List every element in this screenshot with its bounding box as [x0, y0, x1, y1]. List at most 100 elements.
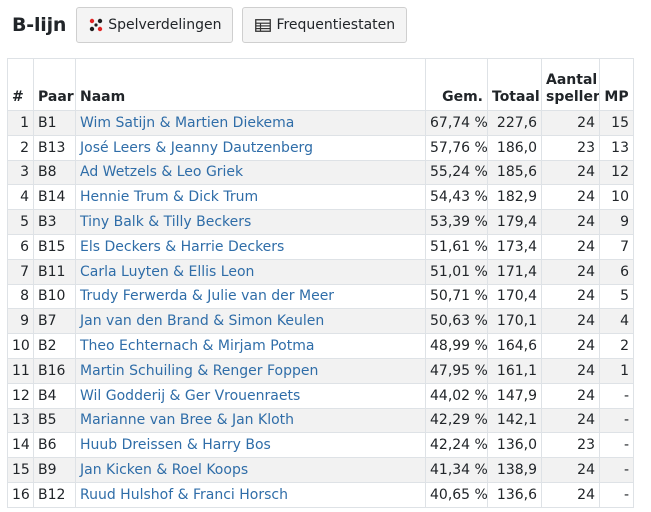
pair-cell: B4 [33, 382, 76, 409]
results-table-container: # Paar Naam Gem. Totaal Aantal spellen M… [7, 58, 634, 508]
mp-cell: 4 [599, 308, 634, 335]
mp-cell: - [599, 432, 634, 459]
pair-name-link[interactable]: Theo Echternach & Mirjam Potma [80, 338, 315, 355]
spelverdelingen-button[interactable]: Spelverdelingen [76, 7, 234, 43]
avg-cell: 51,61 % [425, 233, 488, 260]
total-cell: 136,6 [487, 481, 542, 508]
pair-cell: B3 [33, 209, 76, 235]
pair-name-link[interactable]: Carla Luyten & Ellis Leon [80, 263, 255, 280]
rank-cell: 16 [7, 481, 34, 508]
name-cell: José Leers & Jeanny Dautzenberg [75, 134, 426, 161]
avg-cell: 51,01 % [425, 258, 488, 285]
avg-cell: 40,65 % [425, 481, 488, 508]
total-cell: 142,1 [487, 407, 542, 434]
pair-name-link[interactable]: Tiny Balk & Tilly Beckers [80, 214, 252, 231]
name-cell: Theo Echternach & Mirjam Potma [75, 333, 426, 359]
pair-name-link[interactable]: Wil Godderij & Ger Vrouenraets [80, 387, 301, 404]
mp-cell: 2 [599, 333, 634, 359]
pair-name-link[interactable]: Martin Schuiling & Renger Foppen [80, 362, 319, 379]
mp-cell: 9 [599, 209, 634, 235]
pair-cell: B8 [33, 159, 76, 186]
name-cell: Ad Wetzels & Leo Griek [75, 159, 426, 186]
games-cell: 24 [541, 407, 600, 434]
rank-cell: 4 [7, 184, 34, 211]
name-cell: Ruud Hulshof & Franci Horsch [75, 481, 426, 508]
name-cell: Tiny Balk & Tilly Beckers [75, 209, 426, 235]
col-header-games-line2: spellen [546, 89, 600, 105]
pair-cell: B9 [33, 457, 76, 483]
pair-cell: B10 [33, 283, 76, 310]
pair-name-link[interactable]: Huub Dreissen & Harry Bos [80, 437, 271, 454]
games-cell: 24 [541, 308, 600, 335]
name-cell: Wil Godderij & Ger Vrouenraets [75, 382, 426, 409]
mp-cell: 6 [599, 258, 634, 285]
table-row: 9 B7 Jan van den Brand & Simon Keulen 50,63… [7, 308, 634, 335]
name-cell: Trudy Ferwerda & Julie van der Meer [75, 283, 426, 310]
games-cell: 24 [541, 283, 600, 310]
mp-cell: 10 [599, 184, 634, 211]
pair-name-link[interactable]: Ruud Hulshof & Franci Horsch [80, 486, 288, 503]
pair-name-link[interactable]: Wim Satijn & Martien Diekema [80, 114, 295, 131]
name-cell: Hennie Trum & Dick Trum [75, 184, 426, 211]
rank-cell: 10 [7, 333, 34, 359]
games-cell: 24 [541, 110, 600, 136]
rank-cell: 13 [7, 407, 34, 434]
table-row: 3 B8 Ad Wetzels & Leo Griek 55,24 % 185,6 24 1… [7, 159, 634, 186]
games-cell: 24 [541, 481, 600, 508]
mp-cell: - [599, 382, 634, 409]
pair-name-link[interactable]: Marianne van Bree & Jan Kloth [80, 412, 295, 429]
mp-cell: 12 [599, 159, 634, 186]
rank-cell: 14 [7, 432, 34, 459]
total-cell: 171,4 [487, 258, 542, 285]
avg-cell: 47,95 % [425, 357, 488, 384]
avg-cell: 41,34 % [425, 457, 488, 483]
col-header-games-line1: Aantal [546, 72, 598, 88]
avg-cell: 42,24 % [425, 432, 488, 459]
col-header-total: Totaal [487, 58, 542, 111]
col-header-games: Aantal spellen [541, 58, 600, 111]
games-cell: 24 [541, 258, 600, 285]
pair-name-link[interactable]: Jan Kicken & Roel Koops [80, 462, 249, 479]
table-row: 1 B1 Wim Satijn & Martien Diekema 67,74 % 22… [7, 110, 634, 136]
pair-cell: B15 [33, 233, 76, 260]
avg-cell: 55,24 % [425, 159, 488, 186]
total-cell: 147,9 [487, 382, 542, 409]
pair-name-link[interactable]: Ad Wetzels & Leo Griek [80, 164, 244, 181]
pair-name-link[interactable]: Hennie Trum & Dick Trum [80, 189, 259, 206]
table-row: 6 B15 Els Deckers & Harrie Deckers 51,61 % 1… [7, 233, 634, 260]
table-row: 13 B5 Marianne van Bree & Jan Kloth 42,29 %… [7, 407, 634, 434]
pair-cell: B11 [33, 258, 76, 285]
mp-cell: - [599, 481, 634, 508]
pair-cell: B6 [33, 432, 76, 459]
table-header-row: # Paar Naam Gem. Totaal Aantal spellen M… [7, 58, 634, 111]
rank-cell: 15 [7, 457, 34, 483]
name-cell: Carla Luyten & Ellis Leon [75, 258, 426, 285]
table-row: 14 B6 Huub Dreissen & Harry Bos 42,24 % 136,… [7, 432, 634, 459]
spelverdelingen-label: Spelverdelingen [108, 17, 222, 33]
page-title: B-lijn [12, 14, 67, 36]
frequentiestaten-button[interactable]: Frequentiestaten [242, 7, 408, 43]
total-cell: 227,6 [487, 110, 542, 136]
mp-cell: 15 [599, 110, 634, 136]
avg-cell: 67,74 % [425, 110, 488, 136]
name-cell: Jan van den Brand & Simon Keulen [75, 308, 426, 335]
avg-cell: 50,63 % [425, 308, 488, 335]
table-row: 2 B13 José Leers & Jeanny Dautzenberg 57,76… [7, 134, 634, 161]
total-cell: 173,4 [487, 233, 542, 260]
pair-name-link[interactable]: Trudy Ferwerda & Julie van der Meer [80, 288, 335, 305]
table-row: 10 B2 Theo Echternach & Mirjam Potma 48,99 … [7, 333, 634, 359]
pair-name-link[interactable]: Jan van den Brand & Simon Keulen [80, 313, 325, 330]
pair-name-link[interactable]: José Leers & Jeanny Dautzenberg [80, 139, 313, 156]
games-cell: 24 [541, 209, 600, 235]
games-cell: 24 [541, 184, 600, 211]
col-header-rank: # [7, 58, 34, 111]
mp-cell: 5 [599, 283, 634, 310]
games-cell: 23 [541, 432, 600, 459]
rank-cell: 11 [7, 357, 34, 384]
name-cell: Huub Dreissen & Harry Bos [75, 432, 426, 459]
total-cell: 170,1 [487, 308, 542, 335]
games-cell: 24 [541, 457, 600, 483]
total-cell: 185,6 [487, 159, 542, 186]
pair-name-link[interactable]: Els Deckers & Harrie Deckers [80, 238, 285, 255]
games-cell: 24 [541, 333, 600, 359]
